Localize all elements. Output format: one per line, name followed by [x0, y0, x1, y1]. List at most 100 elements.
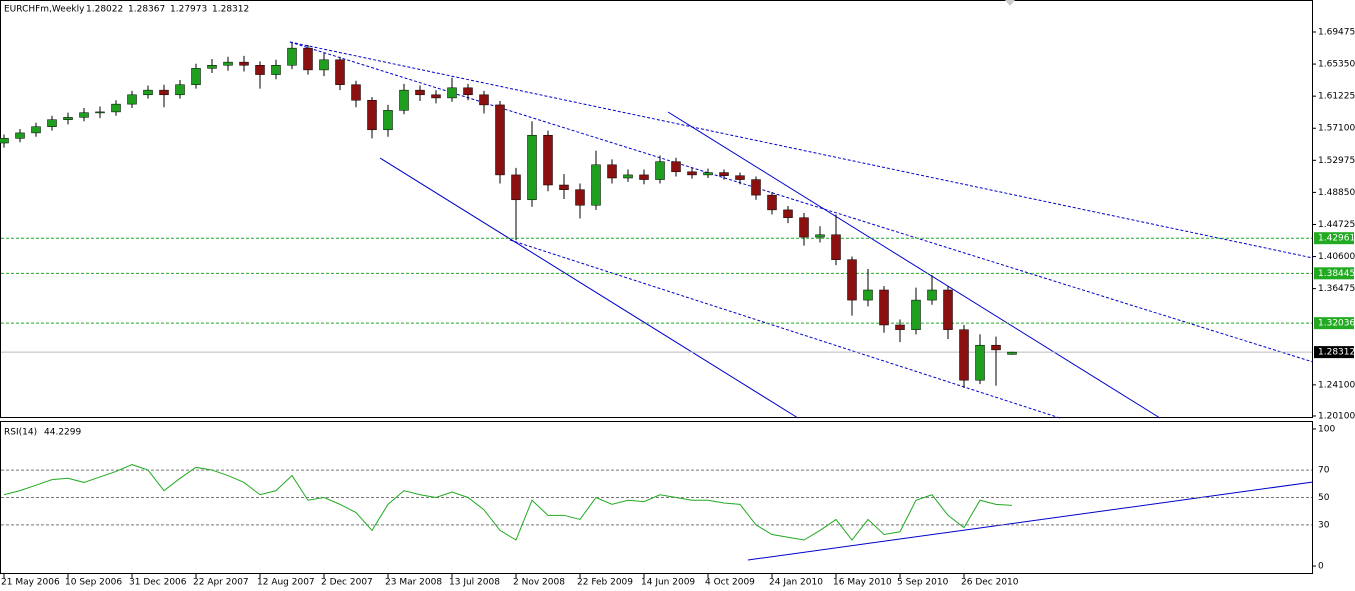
candle-body: [0, 138, 9, 144]
y-tick-label: 50: [1318, 493, 1330, 503]
candle-body: [239, 61, 249, 66]
y-tick-label: 1.44725: [1318, 220, 1355, 230]
candle-body: [367, 99, 377, 131]
y-tick-label: 1.65350: [1318, 60, 1355, 70]
candle-body: [655, 161, 665, 180]
level-box: [1314, 232, 1354, 245]
candle-body: [111, 103, 121, 113]
candle-body: [543, 134, 553, 186]
trendline: [289, 41, 1314, 259]
y-tick-label: 1.36475: [1318, 284, 1355, 294]
candle-body: [319, 59, 329, 71]
candle-body: [15, 132, 25, 139]
candle-body: [351, 84, 361, 101]
x-tick-label: 31 Dec 2006: [129, 578, 187, 588]
x-tick-label: 22 Apr 2007: [193, 578, 249, 588]
y-tick-label: 1.61225: [1318, 92, 1355, 102]
x-tick-label: 22 Feb 2009: [577, 578, 633, 588]
candle-body: [527, 134, 537, 201]
candle-body: [175, 84, 185, 96]
rsi-line: [3, 464, 1013, 541]
y-tick-label: 1.57100: [1318, 124, 1355, 134]
candle-body: [607, 164, 617, 179]
candle-body: [847, 259, 857, 301]
candle-body: [271, 64, 281, 75]
x-tick-label: 2 Nov 2008: [513, 578, 565, 588]
header-value: 1.27973: [170, 5, 207, 15]
candle-body: [703, 172, 713, 176]
candle-body: [431, 94, 441, 99]
x-tick-label: 2 Dec 2007: [321, 578, 373, 588]
y-tick-label: 1.24100: [1318, 380, 1355, 390]
candle-body: [767, 194, 777, 211]
x-tick-label: 23 Mar 2008: [385, 578, 442, 588]
trendline: [667, 111, 1161, 419]
x-tick-label: 21 May 2006: [1, 578, 60, 588]
candle-body: [975, 344, 985, 381]
trendline: [289, 41, 1314, 363]
candle-body: [511, 174, 521, 201]
candle-body: [335, 59, 345, 85]
x-tick-label: 16 May 2010: [833, 578, 892, 588]
x-tick-label: 5 Sep 2010: [897, 578, 949, 588]
candle-body: [399, 89, 409, 111]
header-value: 1.28312: [212, 5, 249, 15]
candle-body: [191, 68, 201, 85]
level-label: 1.42961: [1318, 234, 1355, 244]
rsi-panel: [0, 421, 1313, 574]
level-label: 1.32036: [1318, 319, 1355, 329]
candle-body: [591, 164, 601, 206]
y-tick-label: 70: [1318, 466, 1330, 476]
shift-marker: [1005, 0, 1015, 6]
candle-body: [559, 184, 569, 190]
y-tick-label: 1.69475: [1318, 28, 1355, 38]
trendlines: [289, 41, 1314, 561]
y-tick-label: 30: [1318, 520, 1330, 530]
candle-body: [1007, 351, 1017, 355]
candle-body: [383, 110, 393, 131]
candle-body: [207, 64, 217, 69]
last-price-label: 1.28312: [1318, 348, 1355, 358]
trendline: [747, 481, 1314, 561]
candle-body: [415, 89, 425, 96]
candle-body: [719, 172, 729, 176]
candle-body: [911, 299, 921, 330]
candle-body: [943, 289, 953, 330]
y-tick-label: 1.40600: [1318, 252, 1355, 262]
candle-body: [223, 61, 233, 66]
candle-body: [863, 289, 873, 301]
x-tick-label: 12 Aug 2007: [257, 578, 315, 588]
y-tick-label: 1.52975: [1318, 156, 1355, 166]
candle-body: [783, 209, 793, 218]
candle-body: [495, 104, 505, 176]
last-price-box: [1314, 346, 1354, 359]
candle-body: [831, 234, 841, 260]
y-tick-label: 1.20100: [1318, 411, 1355, 421]
header-value: 1.28022: [86, 5, 123, 15]
candle-body: [687, 171, 697, 176]
candle-body: [815, 234, 825, 238]
header-value: 1.28367: [128, 5, 165, 15]
x-tick-label: 24 Jan 2010: [769, 578, 823, 588]
candle-body: [143, 89, 153, 96]
candle-body: [959, 329, 969, 381]
x-tick-label: 14 Jun 2009: [641, 578, 695, 588]
y-tick-label: 0: [1318, 562, 1324, 572]
candle-body: [79, 112, 89, 118]
candle-body: [95, 111, 105, 114]
candle-body: [623, 174, 633, 179]
y-tick-label: 1.48850: [1318, 188, 1355, 198]
candle-body: [255, 64, 265, 75]
level-box: [1314, 267, 1354, 280]
candle-body: [63, 117, 73, 120]
candle-body: [895, 324, 905, 330]
candle-body: [879, 289, 889, 326]
candle-body: [751, 179, 761, 196]
candle-body: [735, 175, 745, 180]
candle-body: [287, 47, 297, 66]
candle-body: [639, 174, 649, 180]
trendline: [509, 239, 1061, 419]
y-tick-label: 100: [1318, 424, 1335, 434]
candle-body: [479, 94, 489, 106]
